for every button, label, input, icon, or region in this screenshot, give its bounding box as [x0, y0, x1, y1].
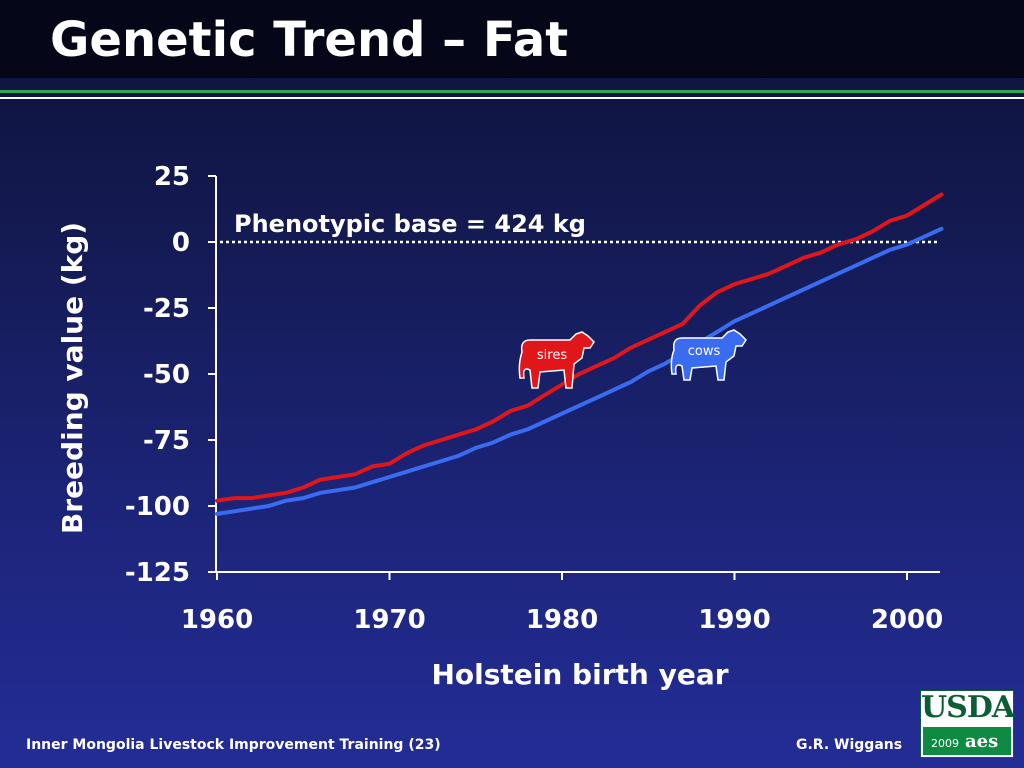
series-lines — [215, 192, 944, 516]
chart-axes — [208, 175, 940, 580]
x-axis-label: Holstein birth year — [431, 658, 728, 691]
y-tick-label: 0 — [172, 228, 190, 258]
usda-logo-mark: aes — [965, 731, 999, 752]
sires-label: sires — [537, 348, 567, 363]
y-axis-label: Breeding value (kg) — [56, 222, 89, 534]
y-tick-label: -50 — [143, 360, 190, 390]
x-tick-label: 1980 — [526, 605, 598, 635]
y-tick-label: -25 — [143, 294, 190, 324]
white-divider — [0, 97, 1024, 99]
series-line-sires — [215, 192, 944, 503]
footer-left: Inner Mongolia Livestock Improvement Tra… — [26, 737, 441, 753]
x-tick-label: 1960 — [181, 605, 253, 635]
x-tick-labels: 1960 1970 1980 1990 2000 — [181, 605, 943, 635]
cows-cow-icon: cows — [670, 329, 747, 381]
phenotypic-base-annotation: Phenotypic base = 424 kg — [234, 210, 586, 238]
title-bar — [0, 0, 1024, 78]
sires-cow-icon: sires — [518, 331, 595, 389]
series-line-cows — [215, 226, 944, 516]
cows-label: cows — [688, 344, 721, 359]
usda-logo-year: 2009 — [931, 737, 959, 750]
footer-right: G.R. Wiggans — [796, 737, 903, 753]
y-tick-label: -75 — [143, 426, 190, 456]
x-tick-label: 1970 — [353, 605, 425, 635]
y-tick-labels: 25 0 -25 -50 -75 -100 -125 — [125, 162, 190, 588]
y-tick-label: -100 — [125, 492, 190, 522]
slide-title: Genetic Trend – Fat — [50, 12, 569, 68]
usda-logo: USDA 2009 aes — [920, 690, 1015, 758]
usda-logo-band — [923, 727, 1011, 755]
y-tick-label: -125 — [125, 558, 190, 588]
y-tick-label: 25 — [154, 162, 190, 192]
green-divider — [0, 90, 1024, 93]
usda-logo-word: USDA — [921, 690, 1015, 725]
x-tick-label: 2000 — [871, 605, 943, 635]
x-tick-label: 1990 — [698, 605, 770, 635]
